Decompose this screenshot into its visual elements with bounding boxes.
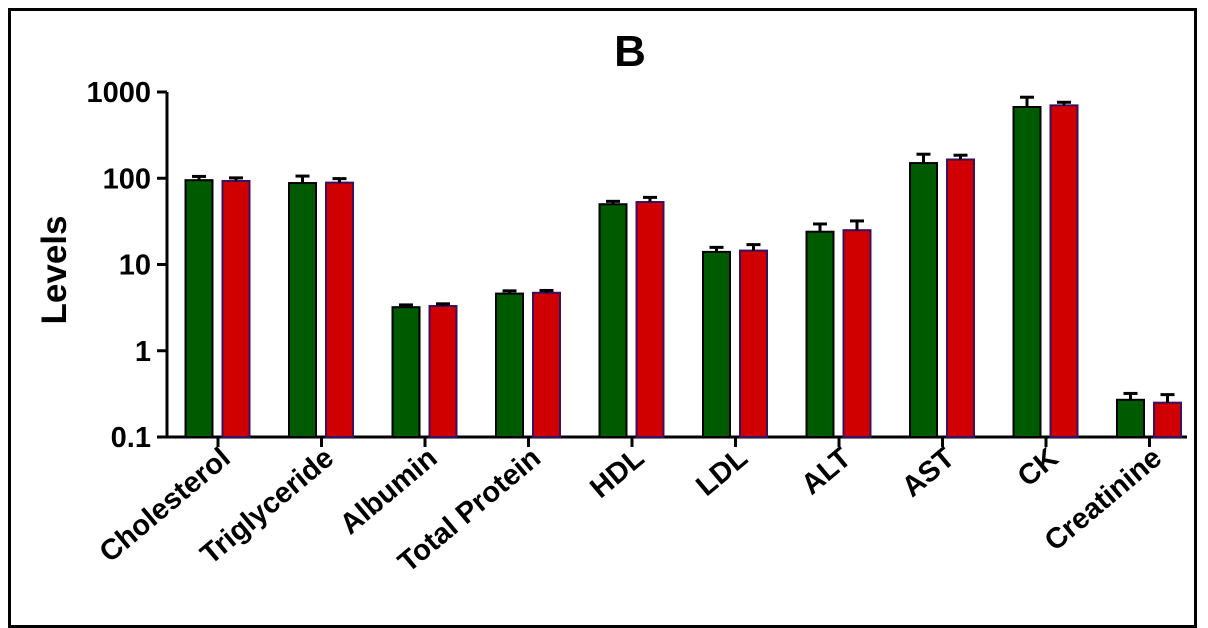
x-tick-label: CK xyxy=(1012,442,1065,493)
bar xyxy=(702,250,731,438)
bars xyxy=(184,95,1182,439)
bar xyxy=(288,182,317,438)
bar xyxy=(946,158,975,438)
bar xyxy=(1049,104,1079,438)
x-tick-label: LDL xyxy=(690,442,754,503)
chart-title: B xyxy=(614,27,646,76)
bar xyxy=(495,292,524,438)
bar xyxy=(532,291,561,438)
y-tick-label: 1000 xyxy=(86,77,151,109)
bar xyxy=(428,305,458,438)
bar xyxy=(805,230,835,438)
bar xyxy=(325,181,354,438)
y-tick-label: 10 xyxy=(119,250,151,282)
x-tick-label: ALT xyxy=(795,442,857,502)
bar xyxy=(598,203,628,438)
y-tick-label: 1 xyxy=(135,336,151,368)
y-axis-label: Levels xyxy=(35,216,74,325)
x-tick-label: AST xyxy=(896,442,961,504)
bar xyxy=(184,179,214,439)
bar xyxy=(1012,106,1042,439)
bar xyxy=(635,201,665,438)
y-tick-label: 100 xyxy=(103,163,151,195)
bar xyxy=(842,229,872,438)
bar xyxy=(1153,401,1182,438)
y-tick-label: 0.1 xyxy=(111,422,151,454)
x-tick-label: HDL xyxy=(584,442,650,505)
bar xyxy=(221,179,251,438)
bar xyxy=(391,306,421,438)
bar xyxy=(909,162,938,438)
bar xyxy=(1116,398,1145,438)
bar xyxy=(739,249,768,438)
